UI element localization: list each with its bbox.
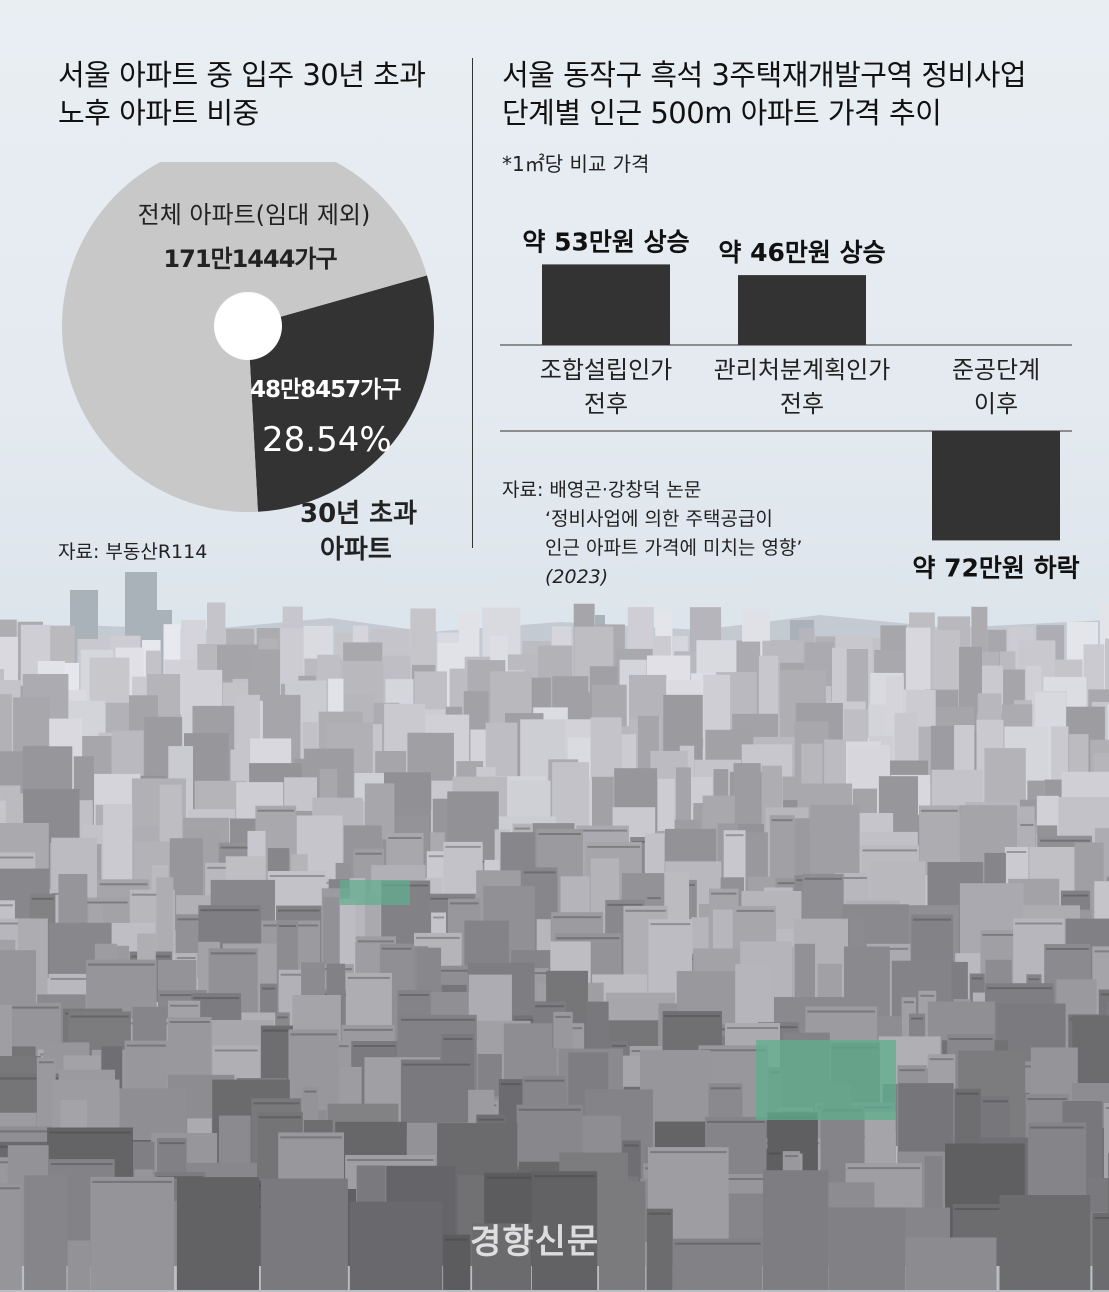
bar-data-label-3: 약 72만원 하락 (912, 553, 1079, 582)
right-chart-title-line1: 서울 동작구 흑석 3주택재개발구역 정비사업 (502, 58, 1027, 92)
buildings (0, 572, 1109, 1290)
pie-label-old-line2: 아파트 (320, 535, 392, 565)
bar-2 (738, 275, 866, 345)
right-source-line4: (2023) (545, 566, 609, 588)
right-source-line3: 인근 아파트 가격에 미치는 영향’ (545, 537, 803, 559)
left-chart-source: 자료: 부동산R114 (58, 541, 208, 563)
bar-3 (932, 431, 1060, 541)
category-label-1-line2: 전후 (584, 390, 628, 418)
pie-label-old-line1: 30년 초과 (300, 499, 417, 529)
left-chart-title-line2: 노후 아파트 비중 (58, 96, 259, 130)
pie-value-old: 48만8457가구 (250, 377, 402, 403)
pie-value-total: 171만1444가구 (163, 245, 337, 273)
category-label-2-line1: 관리처분계획인가 (714, 356, 891, 384)
right-source-line2: ‘정비사업에 의한 주택공급이 (545, 508, 773, 530)
bar-data-label-2: 약 46만원 상승 (718, 238, 885, 267)
unit-note: *1㎡당 비교 가격 (502, 152, 650, 176)
category-label-3-line2: 이후 (974, 390, 1018, 418)
right-source-line1: 자료: 배영곤·강창덕 논문 (502, 479, 702, 501)
category-label-3-line1: 준공단계 (952, 356, 1040, 384)
chart-divider (472, 58, 473, 548)
pie-label-total: 전체 아파트(임대 제외) (137, 201, 371, 229)
bar-data-label-1: 약 53만원 상승 (522, 227, 689, 256)
pie-chart (62, 162, 434, 512)
bar-1 (542, 264, 670, 345)
left-chart-title-line1: 서울 아파트 중 입주 30년 초과 (58, 58, 426, 92)
watermark-logo: 경향신문 (470, 1222, 600, 1262)
category-label-1-line1: 조합설립인가 (540, 356, 672, 384)
pie-slice-old (248, 275, 434, 512)
category-label-2-line2: 전후 (780, 390, 824, 418)
pie-percent-old: 28.54% (262, 420, 392, 460)
right-chart-title-line2: 단계별 인근 500m 아파트 가격 추이 (502, 96, 942, 130)
pie-center-hole (214, 292, 282, 360)
